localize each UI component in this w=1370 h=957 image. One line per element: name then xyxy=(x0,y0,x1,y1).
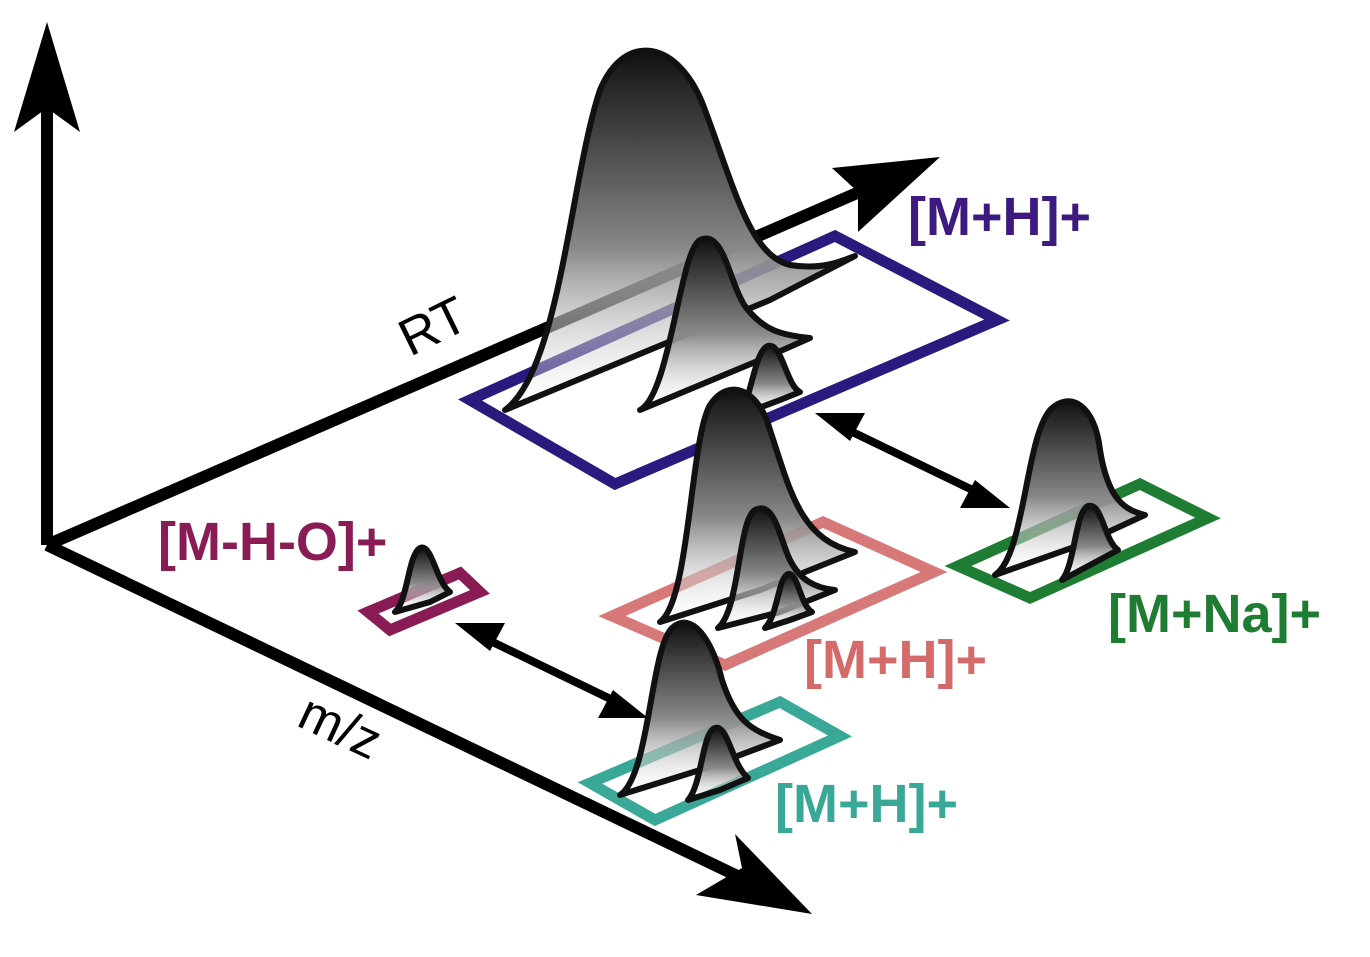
intensity-axis-arrowhead xyxy=(14,22,80,132)
label-mna: [M+Na]+ xyxy=(1108,584,1321,644)
label-mh-bottom: [M+H]+ xyxy=(775,774,958,834)
arrow-mho-to-bottom-head-start xyxy=(455,623,505,651)
mho-peak xyxy=(392,544,453,615)
mz-axis-arrowhead xyxy=(696,834,812,914)
arrow-top-to-na-head-start xyxy=(815,413,865,441)
bottom-peak-small xyxy=(685,724,751,803)
mid-adduct-group xyxy=(598,386,948,672)
top-peak-medium xyxy=(637,235,813,413)
adduct-labels: [M+H]+ [M+H]+ [M+H]+ [M+Na]+ [M-H-O]+ xyxy=(158,187,1321,834)
na-adduct-group xyxy=(944,398,1221,605)
label-mh-top: [M+H]+ xyxy=(908,187,1091,247)
na-peak-small xyxy=(1059,502,1121,583)
bottom-adduct-group xyxy=(577,619,853,827)
rt-axis-arrowhead xyxy=(832,157,940,232)
label-mh-mid: [M+H]+ xyxy=(804,630,987,690)
mid-peak-small xyxy=(762,571,815,631)
relation-arrows xyxy=(455,413,1010,718)
top-peak-large xyxy=(502,47,858,413)
arrow-top-to-na xyxy=(838,422,987,500)
arrow-mho-to-bottom xyxy=(476,631,627,710)
bottom-peak-large xyxy=(617,619,783,798)
arrow-top-to-na-head-end xyxy=(960,480,1010,508)
mho-adduct-group xyxy=(357,544,490,637)
arrow-mho-to-bottom-head-end xyxy=(598,690,648,718)
label-mho: [M-H-O]+ xyxy=(158,512,387,572)
rt-axis-label: RT xyxy=(390,286,477,368)
mz-axis xyxy=(44,539,753,888)
mid-peak-large xyxy=(657,386,858,625)
